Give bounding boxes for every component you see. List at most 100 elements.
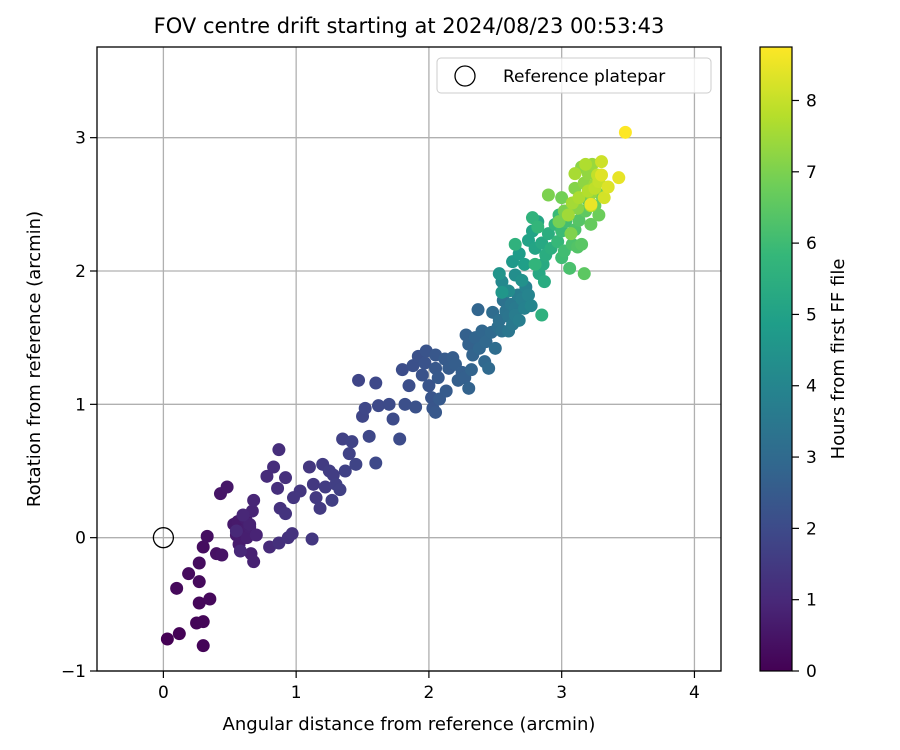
data-point [229, 524, 243, 538]
data-point [572, 213, 586, 227]
data-point [342, 447, 356, 461]
data-point [488, 341, 502, 355]
data-point [260, 469, 274, 483]
colorbar-ticks: 0 1 2 3 4 5 6 7 8 [792, 91, 817, 682]
data-point [302, 460, 316, 474]
y-tick-label: 3 [75, 129, 86, 149]
data-point [618, 125, 632, 139]
data-point [249, 528, 263, 542]
chart-title: FOV centre drift starting at 2024/08/23 … [154, 14, 665, 38]
data-point [524, 299, 538, 313]
colorbar-tick-label: 0 [806, 662, 817, 682]
data-point [325, 493, 339, 507]
data-point [192, 575, 206, 589]
data-point [471, 303, 485, 317]
x-tick-label: 3 [556, 683, 567, 703]
data-point [358, 401, 372, 415]
data-point [597, 191, 611, 205]
plot-frame [96, 46, 722, 672]
data-point [247, 493, 261, 507]
data-point [551, 235, 565, 249]
data-point [508, 237, 522, 251]
legend-label-reference-platepar: Reference platepar [503, 67, 665, 87]
data-point [537, 275, 551, 289]
data-point [398, 397, 412, 411]
data-point [512, 313, 526, 327]
data-point [220, 480, 234, 494]
data-point [362, 429, 376, 443]
data-point [561, 208, 575, 222]
data-point [192, 596, 206, 610]
data-point [279, 507, 293, 521]
x-axis-ticks: 0 1 2 3 4 [158, 671, 700, 703]
data-point [386, 412, 400, 426]
data-point [495, 285, 509, 299]
data-point [535, 308, 549, 322]
data-point [409, 400, 423, 414]
data-point [402, 379, 416, 393]
data-point [528, 257, 542, 271]
data-point [196, 615, 210, 629]
data-point [267, 460, 281, 474]
data-point [160, 632, 174, 646]
legend: Reference platepar [436, 57, 712, 94]
y-tick-label: 0 [75, 529, 86, 549]
data-point [531, 220, 545, 234]
data-point [203, 592, 217, 606]
data-point [518, 257, 532, 271]
data-point [579, 157, 593, 171]
data-point [601, 180, 615, 194]
data-point [584, 197, 598, 211]
x-tick-label: 1 [291, 683, 302, 703]
data-point [577, 267, 591, 281]
data-point [272, 443, 286, 457]
data-point [196, 540, 210, 554]
data-point [200, 529, 214, 543]
legend-marker-reference-platepar [454, 65, 476, 87]
x-tick-label: 2 [424, 683, 435, 703]
colorbar-tick-label: 7 [806, 163, 817, 183]
data-point [233, 544, 247, 558]
data-point [293, 484, 307, 498]
y-tick-label: −1 [61, 662, 86, 682]
data-point [196, 639, 210, 653]
data-point [584, 217, 598, 231]
data-point [305, 532, 319, 546]
data-point [568, 167, 582, 181]
colorbar-tick-label: 5 [806, 305, 817, 325]
data-point [215, 548, 229, 562]
colorbar [759, 46, 793, 672]
data-point [318, 480, 332, 494]
data-point [515, 273, 529, 287]
data-point [236, 508, 250, 522]
data-point [285, 527, 299, 541]
colorbar-label: Hours from first FF file [828, 259, 849, 460]
data-point [431, 371, 445, 385]
data-point [333, 483, 347, 497]
data-point [243, 517, 257, 531]
data-point [521, 288, 535, 302]
data-point [541, 188, 555, 202]
data-point [172, 627, 186, 641]
colorbar-tick-label: 6 [806, 234, 817, 254]
data-point [371, 399, 385, 413]
data-point [306, 477, 320, 491]
y-tick-label: 2 [75, 262, 86, 282]
data-point [338, 464, 352, 478]
data-point [492, 267, 506, 281]
data-point [345, 435, 359, 449]
data-point [279, 471, 293, 485]
data-point [541, 227, 555, 241]
data-point [192, 556, 206, 570]
y-axis-ticks: −1 0 1 2 3 [61, 129, 97, 682]
colorbar-tick-label: 2 [806, 519, 817, 539]
scatter-points [152, 125, 632, 653]
y-axis-label: Rotation from reference (arcmin) [24, 211, 45, 507]
data-point [247, 555, 261, 569]
x-tick-label: 4 [689, 683, 700, 703]
data-point [369, 456, 383, 470]
data-point [482, 361, 496, 375]
data-point [595, 155, 609, 169]
data-point [369, 376, 383, 390]
